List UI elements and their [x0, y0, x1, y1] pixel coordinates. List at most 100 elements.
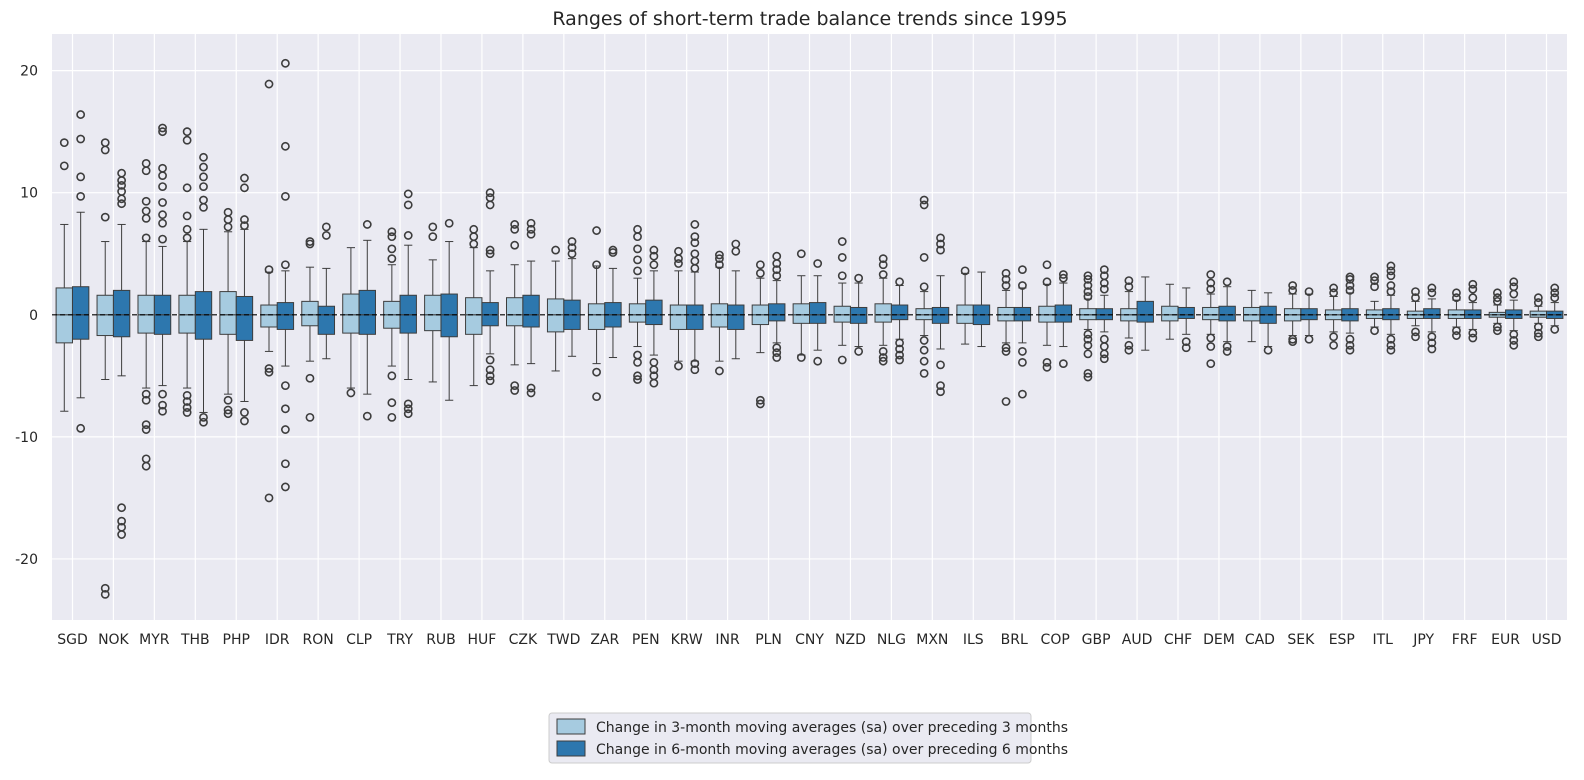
flier-point	[1427, 283, 1437, 293]
flier-point	[240, 215, 249, 224]
flier-point	[1370, 272, 1379, 282]
box-gbp-3m	[1079, 271, 1097, 382]
flier-point	[755, 268, 765, 278]
box-body	[1218, 305, 1236, 322]
x-tick-label: THB	[180, 632, 210, 648]
flier-point	[772, 348, 782, 358]
flier-point	[878, 356, 888, 366]
flier-point	[1099, 354, 1109, 364]
flier-point	[690, 238, 700, 248]
flier-point	[199, 417, 208, 427]
flier-point	[182, 183, 192, 193]
flier-point	[1452, 288, 1461, 298]
flier-point	[1042, 362, 1052, 372]
flier-point	[1427, 288, 1437, 298]
flier-point	[1370, 326, 1379, 336]
flier-point	[592, 367, 601, 377]
flier-point	[1345, 345, 1355, 355]
flier-point	[387, 244, 397, 254]
box-body	[768, 303, 786, 322]
flier-point	[199, 195, 208, 205]
box-body	[1529, 310, 1548, 318]
flier-point	[1550, 325, 1560, 334]
box-twd-3m	[546, 245, 565, 372]
flier-point	[1550, 293, 1560, 303]
flier-point	[264, 79, 274, 89]
flier-point	[387, 227, 397, 237]
flier-point	[772, 353, 782, 362]
flier-point	[633, 375, 642, 384]
flier-point	[141, 196, 151, 206]
flier-point	[1468, 293, 1478, 303]
x-tick-label: RON	[303, 632, 334, 648]
flier-point	[1304, 334, 1314, 344]
flier-point	[796, 353, 806, 362]
x-tick-label: FRF	[1452, 632, 1478, 648]
box-body	[1505, 309, 1523, 319]
chart-title: Ranges of short-term trade balance trend…	[552, 8, 1067, 30]
flier-point	[141, 420, 151, 430]
flier-point	[1411, 287, 1420, 296]
flier-point	[715, 254, 724, 264]
flier-point	[1411, 327, 1420, 337]
flier-point	[485, 193, 495, 202]
flier-point	[1509, 329, 1519, 339]
x-tick-label: DEM	[1203, 632, 1235, 648]
flier-point	[1206, 270, 1216, 279]
box-rub-3m	[424, 222, 442, 383]
flier-point	[469, 224, 479, 234]
box-body	[1382, 308, 1400, 321]
flier-point	[649, 378, 659, 388]
flier-point	[936, 239, 945, 249]
box-nok-3m	[96, 138, 114, 599]
flier-point	[403, 189, 413, 199]
flier-point	[1427, 338, 1437, 348]
legend-swatch-6-month	[556, 740, 586, 757]
flier-point	[919, 253, 929, 262]
x-tick-label: ITL	[1373, 632, 1394, 648]
box-body	[260, 304, 278, 328]
box-brl-3m	[997, 268, 1015, 406]
flier-point	[117, 530, 127, 539]
box-body	[833, 305, 851, 323]
flier-point	[1018, 358, 1027, 367]
flier-point	[1001, 274, 1011, 284]
flier-point	[755, 395, 765, 405]
box-body	[669, 304, 688, 330]
x-tick-label: SGD	[57, 632, 88, 648]
x-tick-label: ESP	[1329, 632, 1355, 648]
flier-point	[1329, 283, 1339, 293]
box-clp-3m	[342, 247, 360, 398]
box-body	[1136, 300, 1154, 323]
flier-point	[158, 406, 167, 416]
x-tick-label: NLG	[877, 632, 906, 648]
flier-point	[59, 161, 69, 171]
flier-point	[280, 260, 290, 270]
box-body	[276, 302, 295, 330]
box-body	[55, 287, 73, 344]
flier-point	[100, 589, 110, 599]
x-tick-label: AUD	[1122, 632, 1153, 648]
flier-point	[510, 224, 520, 234]
box-body	[587, 303, 606, 330]
box-eur-3m	[1488, 288, 1507, 336]
flier-point	[1083, 368, 1093, 378]
box-sgd-3m	[55, 138, 73, 412]
flier-point	[1083, 372, 1093, 382]
box-try-6m	[399, 189, 417, 419]
flier-point	[1018, 347, 1027, 356]
flier-point	[387, 412, 397, 422]
flier-point	[1001, 281, 1011, 290]
flier-point	[1345, 281, 1355, 290]
flier-point	[199, 182, 208, 192]
flier-point	[715, 260, 724, 270]
flier-point	[813, 356, 823, 366]
box-eur-6m	[1505, 277, 1523, 350]
flier-point	[1468, 333, 1478, 343]
y-tick-label: -20	[15, 552, 38, 568]
flier-point	[158, 389, 167, 399]
flier-point	[1329, 340, 1339, 350]
flier-point	[346, 388, 356, 398]
flier-point	[1304, 287, 1314, 296]
box-rub-6m	[440, 218, 458, 401]
